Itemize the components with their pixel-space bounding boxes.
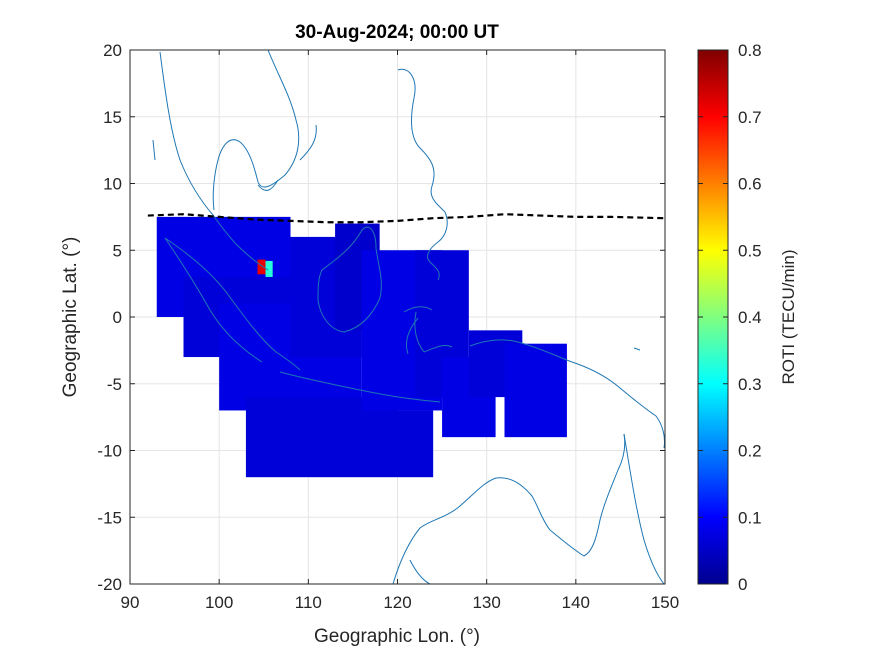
x-tick-label: 120 (383, 593, 411, 612)
coastline-philippines (397, 68, 448, 281)
coastline (152, 50, 665, 584)
y-tick-label: 5 (113, 241, 122, 260)
x-axis-label: Geographic Lon. (°) (314, 626, 480, 647)
coastline-java (279, 371, 441, 403)
coastline-sulawesi (403, 306, 453, 355)
colorbar-tick-label: 0.7 (738, 108, 762, 127)
y-tick-label: -15 (97, 508, 122, 527)
x-tick-label: 100 (205, 593, 233, 612)
coastline-vietnam (257, 124, 317, 191)
x-tick-label: 90 (121, 593, 140, 612)
colorbar-tick-label: 0.4 (738, 308, 762, 327)
y-tick-label: 15 (103, 108, 122, 127)
y-axis-label: Geographic Lat. (°) (60, 237, 81, 398)
coastline-indochina (212, 50, 300, 211)
coastline-mainland-asia (159, 51, 269, 271)
x-tick-label: 110 (295, 593, 322, 612)
roti-cell (265, 260, 273, 277)
y-tick-label: 20 (103, 41, 122, 60)
chart-title: 30-Aug-2024; 00:00 UT (295, 22, 499, 43)
x-axis-ticks: 90 100 110 120 130 140 150 (121, 50, 679, 612)
y-tick-label: 10 (103, 175, 122, 194)
colorbar-tick-label: 0.3 (738, 375, 762, 394)
y-tick-label: -20 (97, 575, 122, 594)
coastline-borneo (317, 226, 382, 333)
roti-cell (504, 343, 567, 438)
colorbar-tick-label: 0.1 (738, 508, 762, 527)
y-tick-label: -10 (97, 442, 122, 461)
x-tick-label: 130 (472, 593, 500, 612)
coastline-australia-north (392, 433, 626, 584)
y-axis-ticks: 20 15 10 5 0 -5 -10 -15 -20 (97, 41, 665, 594)
x-tick-label: 150 (651, 593, 679, 612)
coastline-islands (152, 139, 641, 584)
colorbar-tick-label: 0.6 (738, 175, 762, 194)
colorbar-tick-label: 0 (738, 575, 747, 594)
x-tick-label: 140 (562, 593, 590, 612)
colorbar-tick-label: 0.5 (738, 241, 762, 260)
coastline-new-guinea (469, 339, 665, 449)
roti-cell (397, 410, 434, 478)
roti-cells (156, 216, 567, 478)
dip-equator-line (147, 213, 665, 224)
coastline-cape-york (623, 433, 665, 584)
roti-cell (257, 259, 266, 275)
y-tick-label: -5 (107, 375, 122, 394)
y-tick-label: 0 (113, 308, 122, 327)
colorbar-label: ROTI (TECU/min) (779, 249, 798, 384)
coastline-sumatra (164, 237, 301, 371)
colorbar-ticks: 0 0.1 0.2 0.3 0.4 0.5 0.6 0.7 0.8 (698, 41, 762, 594)
colorbar-tick-label: 0.2 (738, 442, 762, 461)
colorbar-tick-label: 0.8 (738, 41, 762, 60)
